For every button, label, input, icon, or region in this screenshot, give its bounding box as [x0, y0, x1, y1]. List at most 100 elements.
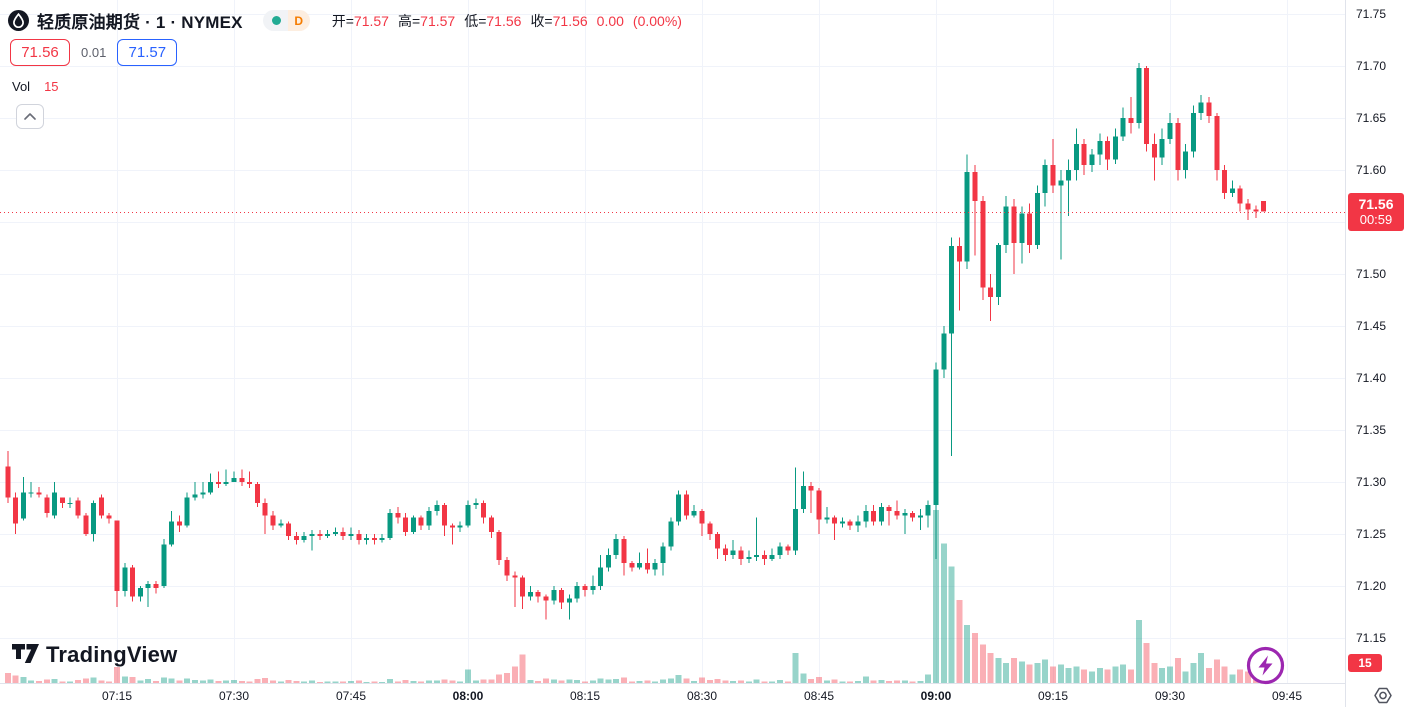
- symbol-title[interactable]: 轻质原油期货 · 1 · NYMEX: [37, 13, 243, 32]
- boost-lightning-button[interactable]: [1245, 645, 1286, 686]
- volume-bar: [426, 680, 432, 683]
- candle-body: [403, 517, 409, 532]
- candle-body: [824, 517, 830, 520]
- price-tick-label: 71.25: [1356, 526, 1387, 541]
- volume-bar: [223, 680, 230, 683]
- volume-bar: [878, 680, 885, 683]
- volume-bar: [613, 679, 620, 683]
- volume-bar: [59, 681, 66, 683]
- volume-bar: [995, 658, 1002, 683]
- volume-bar: [184, 678, 191, 683]
- axis-settings-gear-icon[interactable]: [1374, 687, 1392, 704]
- candle-body: [559, 590, 565, 603]
- sell-price-button[interactable]: 71.56: [10, 39, 70, 66]
- volume-bar: [215, 681, 222, 683]
- change-value: 0.00: [596, 12, 624, 29]
- price-axis[interactable]: 71.7571.7071.6571.6071.5571.5071.4571.40…: [1345, 0, 1407, 707]
- volume-bar: [410, 681, 417, 683]
- market-status-pill[interactable]: D: [262, 10, 310, 31]
- volume-bar: [1174, 658, 1181, 683]
- candle-body: [1144, 68, 1150, 145]
- volume-bar: [699, 677, 705, 683]
- candle-body: [449, 525, 455, 528]
- volume-bar: [558, 680, 565, 683]
- volume-bar: [153, 681, 159, 683]
- time-tick-label: 09:30: [1154, 689, 1186, 703]
- current-price-value: 71.56: [1358, 195, 1394, 212]
- candle-body: [1175, 123, 1181, 171]
- volume-bar: [332, 681, 339, 683]
- tradingview-logo-link[interactable]: TradingView: [12, 642, 177, 668]
- candle-body: [621, 539, 627, 564]
- candle-body: [1190, 112, 1196, 152]
- volume-bar: [1081, 669, 1088, 683]
- candle-body: [473, 502, 479, 505]
- volume-bar: [433, 680, 440, 683]
- volume-bar: [90, 677, 97, 683]
- buy-price-button[interactable]: 71.57: [117, 39, 178, 66]
- volume-bar: [465, 669, 471, 683]
- candle-body: [395, 513, 401, 518]
- candle-body: [426, 511, 432, 526]
- candle-body: [332, 531, 338, 534]
- volume-bar: [449, 680, 456, 683]
- candle-body: [1214, 115, 1220, 171]
- volume-bar: [277, 681, 284, 683]
- candle-body: [496, 531, 502, 560]
- interval-d-button[interactable]: D: [287, 10, 310, 31]
- candle-body: [1112, 136, 1118, 160]
- candle-body: [387, 513, 393, 539]
- volume-bar: [137, 680, 144, 683]
- price-tick-label: 71.75: [1356, 7, 1387, 22]
- candle-body: [730, 550, 736, 555]
- candle-body: [520, 577, 526, 597]
- collapse-panel-button[interactable]: [16, 104, 44, 129]
- time-tick-label: 08:00: [452, 689, 484, 703]
- candle-body: [161, 544, 167, 586]
- candle-body: [465, 504, 471, 526]
- candle-body: [309, 533, 315, 537]
- price-tick-label: 71.30: [1356, 474, 1387, 489]
- candle-body: [1011, 206, 1017, 243]
- volume-bar: [270, 680, 276, 683]
- volume-bar: [1190, 663, 1197, 683]
- candle-body: [660, 546, 666, 564]
- volume-bar: [246, 681, 253, 683]
- volume-bar: [667, 678, 674, 683]
- candle-body: [1198, 102, 1204, 113]
- candle-body: [754, 554, 760, 557]
- candle-body: [91, 502, 97, 534]
- candle-body: [1206, 102, 1212, 116]
- candle-body: [418, 517, 424, 526]
- candle-body: [777, 546, 783, 555]
- candle-body: [169, 521, 175, 545]
- volume-bar: [114, 667, 120, 683]
- volume-bar: [761, 681, 768, 683]
- volume-bar: [168, 678, 175, 683]
- candle-body: [863, 511, 869, 522]
- candle-body: [106, 515, 112, 519]
- volume-bar: [706, 680, 713, 683]
- volume-bar: [940, 543, 947, 683]
- candle-body: [293, 536, 299, 541]
- candle-body: [317, 533, 323, 537]
- volume-bar: [730, 681, 737, 683]
- time-axis[interactable]: 07:15 07:30 07:45 08:00 08:15 08:30 08:45 09:00…: [0, 683, 1345, 707]
- candle-body: [184, 497, 190, 526]
- time-tick-label: 07:30: [218, 689, 250, 703]
- candle-body: [192, 494, 198, 498]
- candle-body: [785, 546, 791, 551]
- volume-bar: [1104, 669, 1111, 683]
- volume-bar: [12, 675, 19, 683]
- volume-bar: [316, 682, 323, 683]
- volume-bar: [1206, 668, 1212, 683]
- volume-bar: [660, 679, 666, 683]
- volume-label: Vol: [12, 79, 31, 94]
- candle-body: [1245, 203, 1251, 210]
- candle-body: [1066, 170, 1072, 181]
- candle-body: [1222, 170, 1228, 193]
- candle-body: [1003, 206, 1009, 245]
- candle-body: [543, 596, 549, 601]
- candlestick-chart-canvas[interactable]: [0, 0, 1345, 683]
- volume-bar: [652, 681, 659, 683]
